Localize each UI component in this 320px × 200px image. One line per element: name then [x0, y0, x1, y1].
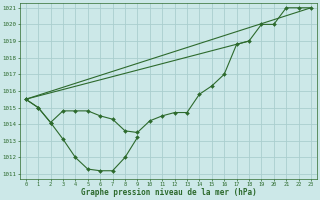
X-axis label: Graphe pression niveau de la mer (hPa): Graphe pression niveau de la mer (hPa): [81, 188, 256, 197]
